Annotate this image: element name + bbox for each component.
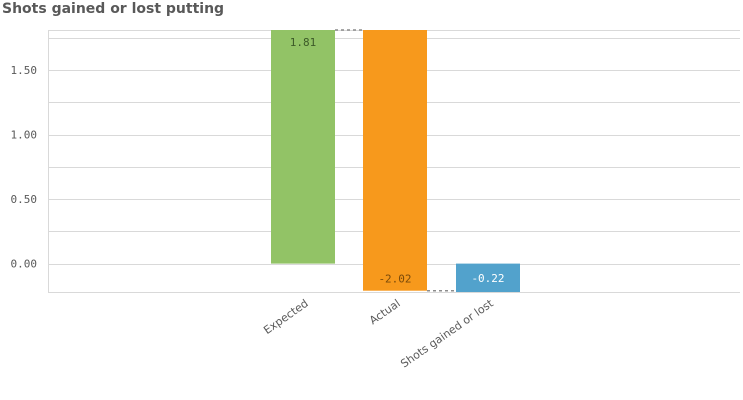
bar-actual [363,30,427,291]
bar-layer [271,29,520,292]
y-tick-label: 0.00 [11,258,38,271]
bar-shots-gained-or-lost [456,263,520,292]
y-tick-label: 1.00 [11,129,38,142]
x-tick-label: Actual [367,297,403,327]
bar-expected [271,30,335,264]
chart-title: Shots gained or lost putting [2,1,225,17]
data-label: -2.02 [378,273,411,286]
y-tick-label: 0.50 [11,193,38,206]
x-tick-label: Shots gained or lost [398,296,496,370]
y-tick-label: 1.50 [11,64,38,77]
data-label: 1.81 [290,36,317,49]
label-layer: 1.81 -2.02 -0.22 [290,36,505,286]
data-label: -0.22 [471,272,504,285]
x-tick-label: Expected [261,297,311,337]
